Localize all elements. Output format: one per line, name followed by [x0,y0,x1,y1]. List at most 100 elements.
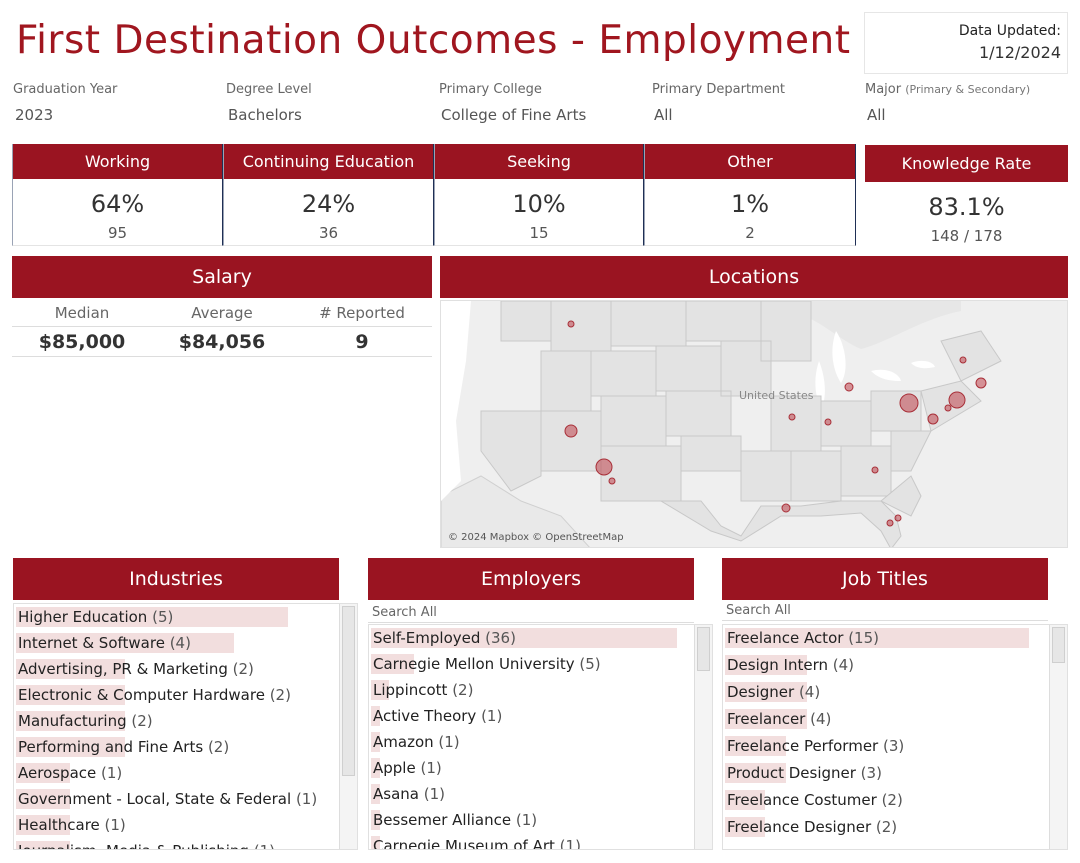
scroll-thumb[interactable] [342,606,355,776]
list-item[interactable]: Active Theory (1) [369,703,712,729]
list-item[interactable]: Design Intern (4) [723,652,1067,679]
list-item-count: (1) [433,733,460,751]
map-attribution[interactable]: © 2024 Mapbox © OpenStreetMap [448,532,624,543]
list-item-name: Asana [373,785,419,803]
job-titles-list[interactable]: Freelance Actor (15) Design Intern (4) Des… [722,624,1068,850]
data-updated-box: Data Updated: 1/12/2024 [864,12,1068,74]
list-item[interactable]: Advertising, PR & Marketing (2) [14,656,357,682]
list-item[interactable]: Bessemer Alliance (1) [369,807,712,833]
list-item[interactable]: Freelance Designer (2) [723,814,1067,841]
list-item[interactable]: Freelance Performer (3) [723,733,1067,760]
filter-primary-department[interactable]: Primary Department All [652,82,852,124]
list-item-count: (1) [418,785,445,803]
list-item-bar [16,763,70,783]
salary-col-median: Median [12,304,152,327]
filter-value[interactable]: All [867,106,886,124]
list-item-count: (2) [876,791,903,809]
employers-list[interactable]: Self-Employed (36) Carnegie Mellon Univer… [368,624,713,850]
list-item-name: Freelance Actor [727,629,844,647]
locations-header: Locations [440,256,1068,298]
industries-scrollbar[interactable] [339,604,357,849]
list-item[interactable]: Electronic & Computer Hardware (2) [14,682,357,708]
map-country-label: United States [739,389,814,402]
list-item-name: Journalism, Media & Publishing [18,842,249,849]
list-item[interactable]: Asana (1) [369,781,712,807]
list-item-bar [16,607,288,627]
kpi-seeking: Seeking 10% 15 [434,144,644,246]
list-item-count: (36) [480,629,516,647]
list-item-name: Freelance Performer [727,737,879,755]
map-marker [927,413,939,425]
industries-list[interactable]: Higher Education (5) Internet & Software … [13,603,358,850]
list-item[interactable]: Designer (4) [723,679,1067,706]
list-item-count: (2) [126,712,153,730]
locations-map[interactable]: United States © 2024 Mapbox © OpenStreet… [440,300,1068,548]
list-item[interactable]: Lippincott (2) [369,677,712,703]
filter-major[interactable]: Major (Primary & Secondary) All [865,82,1065,124]
list-item[interactable]: Aerospace (1) [14,760,357,786]
list-item[interactable]: Freelance Actor (15) [723,625,1067,652]
filter-primary-college[interactable]: Primary College College of Fine Arts [439,82,639,124]
list-item-bar [16,789,70,809]
map-marker [788,413,796,421]
list-item-name: Freelancer [727,710,806,728]
list-item-count: (2) [447,681,474,699]
kpi-percent: 24% [301,190,356,218]
list-item[interactable]: Higher Education (5) [14,604,357,630]
map-marker [959,356,967,364]
list-item-bar [371,680,389,700]
list-item[interactable]: Apple (1) [369,755,712,781]
kpi-percent: 10% [512,190,566,218]
filter-value[interactable]: 2023 [15,106,54,124]
data-updated-label: Data Updated: [958,23,1061,39]
list-item[interactable]: Product Designer (3) [723,760,1067,787]
filter-value[interactable]: College of Fine Arts [441,106,587,124]
list-item-name: Manufacturing [18,712,127,730]
list-item-bar [16,841,70,849]
list-item[interactable]: Manufacturing (2) [14,708,357,734]
list-item-count: (1) [511,811,538,829]
list-item-name: Freelance Designer [727,818,872,836]
list-item-count: (3) [855,764,882,782]
filter-degree-level[interactable]: Degree Level Bachelors [226,82,426,124]
kpi-percent: 1% [730,190,770,218]
filter-label: Major (Primary & Secondary) [865,82,1065,97]
list-item[interactable]: Journalism, Media & Publishing (1) [14,838,357,849]
list-item[interactable]: Freelancer (4) [723,706,1067,733]
list-item[interactable]: Carnegie Mellon University (5) [369,651,712,677]
scroll-thumb[interactable] [1052,627,1065,663]
kpi-count: 15 [529,224,549,242]
list-item[interactable]: Amazon (1) [369,729,712,755]
list-item[interactable]: Carnegie Museum of Art (1) [369,833,712,849]
page-title: First Destination Outcomes - Employment [16,18,851,63]
list-item[interactable]: Self-Employed (36) [369,625,712,651]
map-marker [944,404,952,412]
scroll-thumb[interactable] [697,627,710,671]
map-marker [608,477,616,485]
list-item-count: (2) [871,818,898,836]
filter-graduation-year[interactable]: Graduation Year 2023 [13,82,213,124]
list-item-bar [16,659,125,679]
salary-col-average: Average [152,304,292,327]
filter-value[interactable]: Bachelors [228,106,302,124]
kpi-count: 148 / 178 [930,227,1003,245]
list-item-name: Internet & Software [18,634,165,652]
list-item[interactable]: Healthcare (1) [14,812,357,838]
filter-value[interactable]: All [654,106,673,124]
list-item-count: (15) [843,629,879,647]
list-item-name: Electronic & Computer Hardware [18,686,265,704]
list-item[interactable]: Performing and Fine Arts (2) [14,734,357,760]
job-titles-search-input[interactable]: Search All [722,601,1048,621]
list-item-count: (2) [264,686,291,704]
list-item-bar [371,732,380,752]
list-item-bar [371,628,677,648]
list-item-count: (4) [805,710,832,728]
list-item[interactable]: Freelance Costumer (2) [723,787,1067,814]
map-marker [899,393,919,413]
list-item[interactable]: Government - Local, State & Federal (1) [14,786,357,812]
employers-scrollbar[interactable] [694,625,712,849]
job-titles-scrollbar[interactable] [1049,625,1067,849]
list-item[interactable]: Internet & Software (4) [14,630,357,656]
map-marker [948,391,966,409]
employers-search-input[interactable]: Search All [368,603,694,623]
